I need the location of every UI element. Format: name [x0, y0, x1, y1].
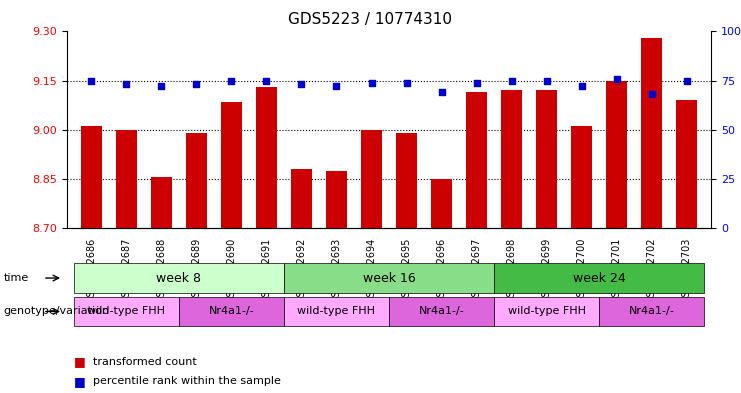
Point	[120, 81, 132, 88]
Point	[156, 83, 167, 90]
Bar	[291, 169, 312, 228]
Point	[471, 79, 482, 86]
Text: wild-type FHH: wild-type FHH	[87, 307, 165, 316]
Bar	[501, 90, 522, 228]
Text: wild-type FHH: wild-type FHH	[508, 307, 585, 316]
Text: Nr4a1-/-: Nr4a1-/-	[629, 307, 674, 316]
Point	[436, 89, 448, 95]
Bar	[116, 130, 137, 228]
Text: ■: ■	[74, 355, 86, 368]
Text: Nr4a1-/-: Nr4a1-/-	[419, 307, 465, 316]
Point	[576, 83, 588, 90]
Bar	[256, 87, 277, 228]
Bar	[221, 102, 242, 228]
Text: time: time	[4, 273, 29, 283]
Text: week 24: week 24	[573, 272, 625, 285]
Text: transformed count: transformed count	[93, 356, 196, 367]
Point	[681, 77, 693, 84]
Text: week 8: week 8	[156, 272, 202, 285]
Point	[225, 77, 237, 84]
Bar	[361, 130, 382, 228]
Bar	[186, 133, 207, 228]
Point	[330, 83, 342, 90]
Text: week 16: week 16	[362, 272, 416, 285]
Text: ■: ■	[74, 375, 86, 388]
Text: GDS5223 / 10774310: GDS5223 / 10774310	[288, 12, 453, 27]
Point	[646, 91, 658, 97]
Bar	[326, 171, 347, 228]
Point	[611, 75, 622, 82]
Bar	[571, 127, 592, 228]
Bar	[396, 133, 417, 228]
Bar	[641, 38, 662, 228]
Bar	[431, 179, 452, 228]
Text: wild-type FHH: wild-type FHH	[297, 307, 376, 316]
Bar	[606, 81, 628, 228]
Text: percentile rank within the sample: percentile rank within the sample	[93, 376, 281, 386]
Point	[296, 81, 308, 88]
Point	[261, 77, 273, 84]
Text: Nr4a1-/-: Nr4a1-/-	[208, 307, 254, 316]
Bar	[150, 177, 172, 228]
Bar	[536, 90, 557, 228]
Bar	[466, 92, 487, 228]
Point	[85, 77, 97, 84]
Point	[190, 81, 202, 88]
Point	[365, 79, 377, 86]
Bar	[677, 100, 697, 228]
Point	[541, 77, 553, 84]
Point	[505, 77, 517, 84]
Point	[401, 79, 413, 86]
Bar	[81, 127, 102, 228]
Text: genotype/variation: genotype/variation	[4, 307, 110, 316]
